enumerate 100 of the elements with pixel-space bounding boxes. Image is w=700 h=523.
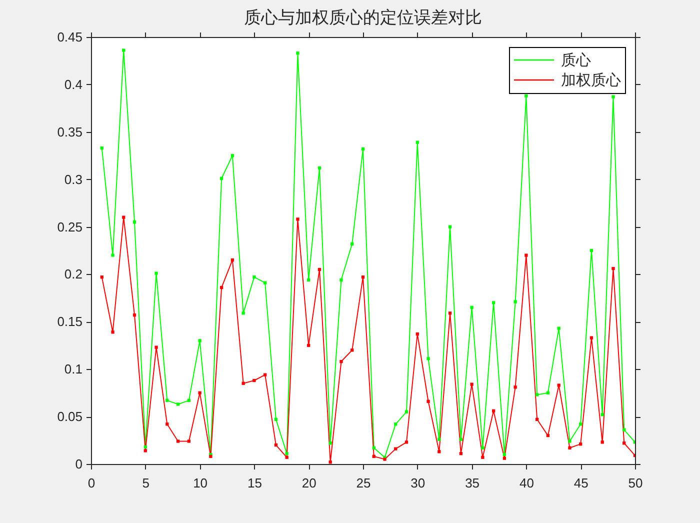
point — [481, 456, 484, 459]
point — [132, 313, 136, 317]
point — [448, 225, 452, 228]
point — [459, 452, 462, 456]
point — [132, 220, 136, 224]
point — [524, 254, 528, 257]
point — [154, 272, 158, 275]
x-tick-label: 10 — [193, 476, 208, 490]
x-tick-label: 30 — [410, 476, 426, 490]
point — [122, 48, 126, 52]
point — [394, 422, 398, 426]
x-tick-label: 20 — [302, 476, 316, 490]
point — [426, 357, 430, 360]
point — [416, 140, 419, 144]
x-tick-label: 15 — [247, 476, 262, 490]
point — [111, 330, 114, 334]
point — [230, 154, 234, 158]
point — [568, 440, 572, 443]
point — [187, 398, 190, 402]
point — [536, 393, 539, 396]
point — [438, 450, 441, 454]
legend-label: 加权质心 — [561, 71, 621, 89]
point — [470, 382, 474, 386]
legend-label: 质心 — [561, 51, 591, 69]
point — [557, 326, 560, 330]
y-tick-label: 0.15 — [57, 314, 82, 330]
point — [166, 398, 169, 402]
point — [144, 449, 147, 452]
point — [524, 94, 528, 98]
y-tick-label: 0.05 — [57, 409, 82, 424]
x-tick-label: 25 — [356, 476, 371, 490]
point — [328, 460, 332, 464]
y-tick-label: 0 — [75, 456, 82, 472]
point — [111, 254, 114, 257]
y-tick-label: 0.3 — [64, 172, 82, 187]
point — [252, 275, 256, 279]
point — [459, 438, 462, 441]
point — [502, 452, 506, 456]
point — [274, 418, 278, 421]
point — [220, 176, 224, 180]
point — [448, 312, 452, 315]
point — [622, 428, 626, 432]
point — [350, 348, 354, 352]
point — [416, 332, 419, 336]
point — [285, 456, 288, 459]
x-tick-label: 5 — [142, 476, 150, 490]
point — [579, 422, 582, 426]
point — [394, 447, 398, 450]
chart-title: 质心与加权质心的定位误差对比 — [244, 8, 482, 28]
point — [481, 446, 484, 450]
point — [590, 336, 594, 340]
point — [230, 258, 234, 262]
point — [546, 434, 550, 438]
point — [176, 402, 180, 406]
point — [350, 242, 354, 246]
point — [404, 440, 408, 444]
point — [492, 301, 496, 304]
point — [307, 344, 310, 347]
point — [296, 52, 300, 55]
y-tick-label: 0.1 — [64, 362, 82, 377]
point — [557, 384, 560, 387]
point — [307, 278, 310, 282]
point — [176, 440, 180, 443]
point — [274, 443, 278, 447]
point — [404, 410, 408, 414]
y-tick-label: 0.2 — [64, 266, 82, 282]
point — [122, 216, 126, 219]
point — [600, 440, 604, 444]
point — [568, 446, 572, 450]
point — [264, 373, 267, 376]
point — [242, 382, 245, 385]
point — [100, 275, 104, 279]
point — [514, 386, 517, 389]
y-tick-label: 0.25 — [57, 219, 82, 234]
point — [328, 442, 332, 445]
point — [612, 95, 615, 98]
point — [264, 281, 267, 284]
y-tick-label: 0.35 — [57, 124, 82, 140]
x-tick-label: 40 — [519, 476, 534, 490]
point — [100, 146, 104, 150]
point — [154, 346, 158, 349]
point — [514, 300, 517, 304]
point — [187, 440, 190, 443]
point — [198, 391, 202, 394]
point — [285, 452, 288, 456]
point — [372, 454, 376, 458]
point — [622, 442, 626, 445]
point — [242, 312, 245, 315]
point — [318, 268, 322, 272]
x-tick-label: 35 — [465, 476, 480, 490]
y-tick-label: 0.4 — [64, 76, 82, 92]
point — [612, 266, 615, 270]
x-tick-label: 50 — [628, 476, 643, 490]
point — [144, 445, 147, 448]
point — [536, 418, 539, 421]
point — [470, 306, 474, 310]
point — [340, 360, 343, 364]
point — [318, 166, 322, 170]
point — [372, 446, 376, 450]
point — [296, 218, 300, 221]
